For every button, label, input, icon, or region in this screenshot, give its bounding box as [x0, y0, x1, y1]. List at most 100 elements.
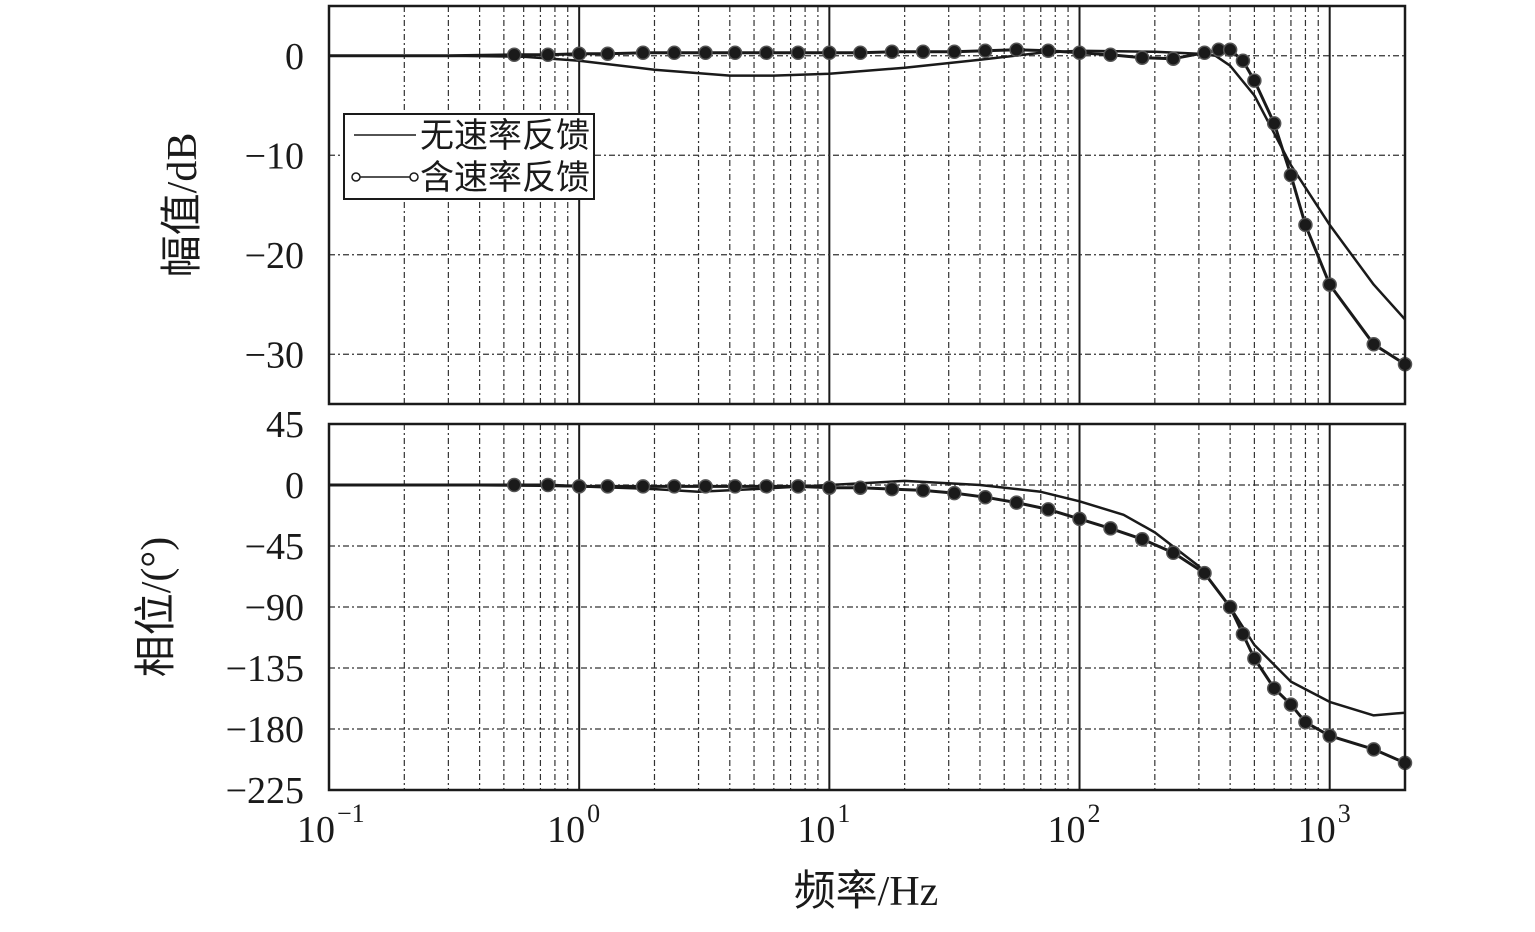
magnitude-data-point: [1366, 337, 1381, 352]
x-tick-exponent: 3: [1338, 799, 1351, 828]
magnitude-data-point: [635, 45, 651, 61]
phase-series: [329, 477, 1413, 771]
phase-data-point: [540, 477, 556, 493]
phase-grid: [329, 424, 1406, 790]
phase-data-point: [822, 480, 837, 495]
legend-marker-right: [409, 172, 419, 182]
magnitude-plot-frame: [327, 4, 1407, 406]
x-tick-label: 10: [297, 809, 335, 851]
phase-data-point: [1266, 681, 1282, 696]
magnitude-y-tick-labels: 0 −10 −20 −30: [245, 36, 304, 377]
legend: 无速率反馈 含速率反馈: [343, 113, 595, 200]
phase-data-point: [667, 479, 682, 494]
magnitude-data-point: [853, 45, 868, 61]
phase-data-point: [790, 479, 806, 494]
legend-label-with-rate-feedback: 含速率反馈: [420, 159, 590, 197]
phase-y-tick-label: −135: [226, 648, 304, 690]
magnitude-data-point: [1247, 73, 1262, 88]
magnitude-data-point: [759, 45, 774, 61]
phase-data-point: [1197, 565, 1212, 581]
legend-box: [343, 113, 595, 200]
magnitude-data-point: [540, 47, 556, 63]
phase-data-point: [698, 479, 713, 494]
magnitude-y-tick-label: −10: [245, 135, 304, 177]
phase-y-axis-label: 相位/(°): [133, 537, 180, 677]
phase-data-point: [1072, 511, 1087, 527]
magnitude-data-point: [1283, 167, 1299, 183]
magnitude-data-point: [1235, 53, 1251, 68]
magnitude-data-point: [822, 45, 837, 61]
magnitude-data-point: [571, 46, 587, 62]
magnitude-data-point: [667, 45, 682, 61]
magnitude-y-tick-label: −20: [245, 235, 304, 277]
magnitude-data-point: [1266, 116, 1282, 131]
phase-data-point: [947, 485, 962, 501]
magnitude-data-point: [1072, 45, 1087, 61]
phase-plot-frame: [327, 422, 1407, 792]
phase-data-point: [853, 480, 868, 495]
phase-data-point: [1235, 626, 1251, 642]
magnitude-data-point: [1041, 43, 1056, 59]
magnitude-y-tick-label: −30: [245, 334, 304, 376]
magnitude-data-point: [978, 43, 993, 59]
phase-y-tick-label: −90: [245, 587, 304, 629]
phase-data-point: [1322, 728, 1337, 744]
x-tick-exponent: 2: [1088, 799, 1101, 828]
phase-data-point: [915, 483, 931, 498]
phase-series-line-with-rate-feedback: [329, 483, 1406, 765]
magnitude-data-point: [1009, 42, 1024, 58]
phase-data-point: [1298, 714, 1313, 730]
phase-y-tick-label: −45: [245, 526, 304, 568]
magnitude-data-point: [506, 47, 522, 63]
magnitude-data-point: [600, 46, 615, 62]
phase-data-point: [1134, 531, 1150, 547]
phase-data-point: [1009, 495, 1024, 510]
phase-data-point: [1166, 545, 1181, 561]
phase-data-point: [1283, 697, 1299, 712]
phase-y-tick-label: −180: [226, 709, 304, 751]
phase-data-point: [600, 479, 615, 494]
phase-series-line-no-rate-feedback: [329, 479, 1406, 717]
phase-y-tick-label: −225: [226, 770, 304, 812]
magnitude-data-point: [947, 44, 962, 60]
legend-label-no-rate-feedback: 无速率反馈: [420, 117, 590, 155]
magnitude-data-point: [1298, 217, 1313, 233]
phase-y-tick-labels: 45 0 −45 −90 −135 −180 −225: [226, 404, 304, 812]
phase-data-point: [1247, 651, 1262, 666]
magnitude-data-point: [1134, 50, 1150, 65]
magnitude-data-point: [915, 44, 931, 60]
x-tick-exponent: 1: [837, 799, 850, 828]
x-axis-label: 频率/Hz: [794, 868, 939, 915]
magnitude-data-point: [884, 44, 900, 60]
phase-data-point: [1366, 742, 1381, 757]
x-tick-label: 10: [1048, 809, 1086, 851]
magnitude-data-point: [727, 45, 743, 61]
phase-y-tick-label: 0: [285, 465, 304, 507]
x-tick-exponent: −1: [337, 799, 365, 828]
magnitude-grid: [329, 6, 1406, 404]
phase-data-point: [1103, 521, 1118, 536]
phase-data-point: [506, 477, 522, 493]
magnitude-y-axis-label: 幅值/dB: [160, 133, 206, 278]
magnitude-series: [329, 42, 1413, 372]
x-tick-label: 10: [797, 809, 835, 851]
phase-data-point: [759, 479, 774, 494]
magnitude-data-point: [1197, 45, 1212, 61]
magnitude-series-line-with-rate-feedback: [329, 48, 1406, 366]
phase-data-point: [884, 481, 900, 497]
x-tick-label: 10: [1298, 809, 1336, 851]
x-tick-exponent: 0: [587, 799, 600, 828]
phase-data-point: [727, 479, 743, 494]
magnitude-data-point: [1166, 51, 1181, 66]
phase-data-point: [978, 489, 993, 505]
magnitude-data-point: [1222, 42, 1238, 58]
magnitude-y-tick-label: 0: [285, 36, 304, 78]
phase-data-point: [1041, 502, 1056, 517]
phase-data-point: [1222, 599, 1238, 615]
x-tick-labels: 10 −1 10 0 10 1 10 2 10 3: [297, 799, 1351, 851]
magnitude-data-point: [698, 45, 713, 61]
phase-data-point: [635, 479, 651, 494]
legend-marker-left: [351, 172, 361, 182]
phase-y-tick-label: 45: [266, 404, 304, 446]
